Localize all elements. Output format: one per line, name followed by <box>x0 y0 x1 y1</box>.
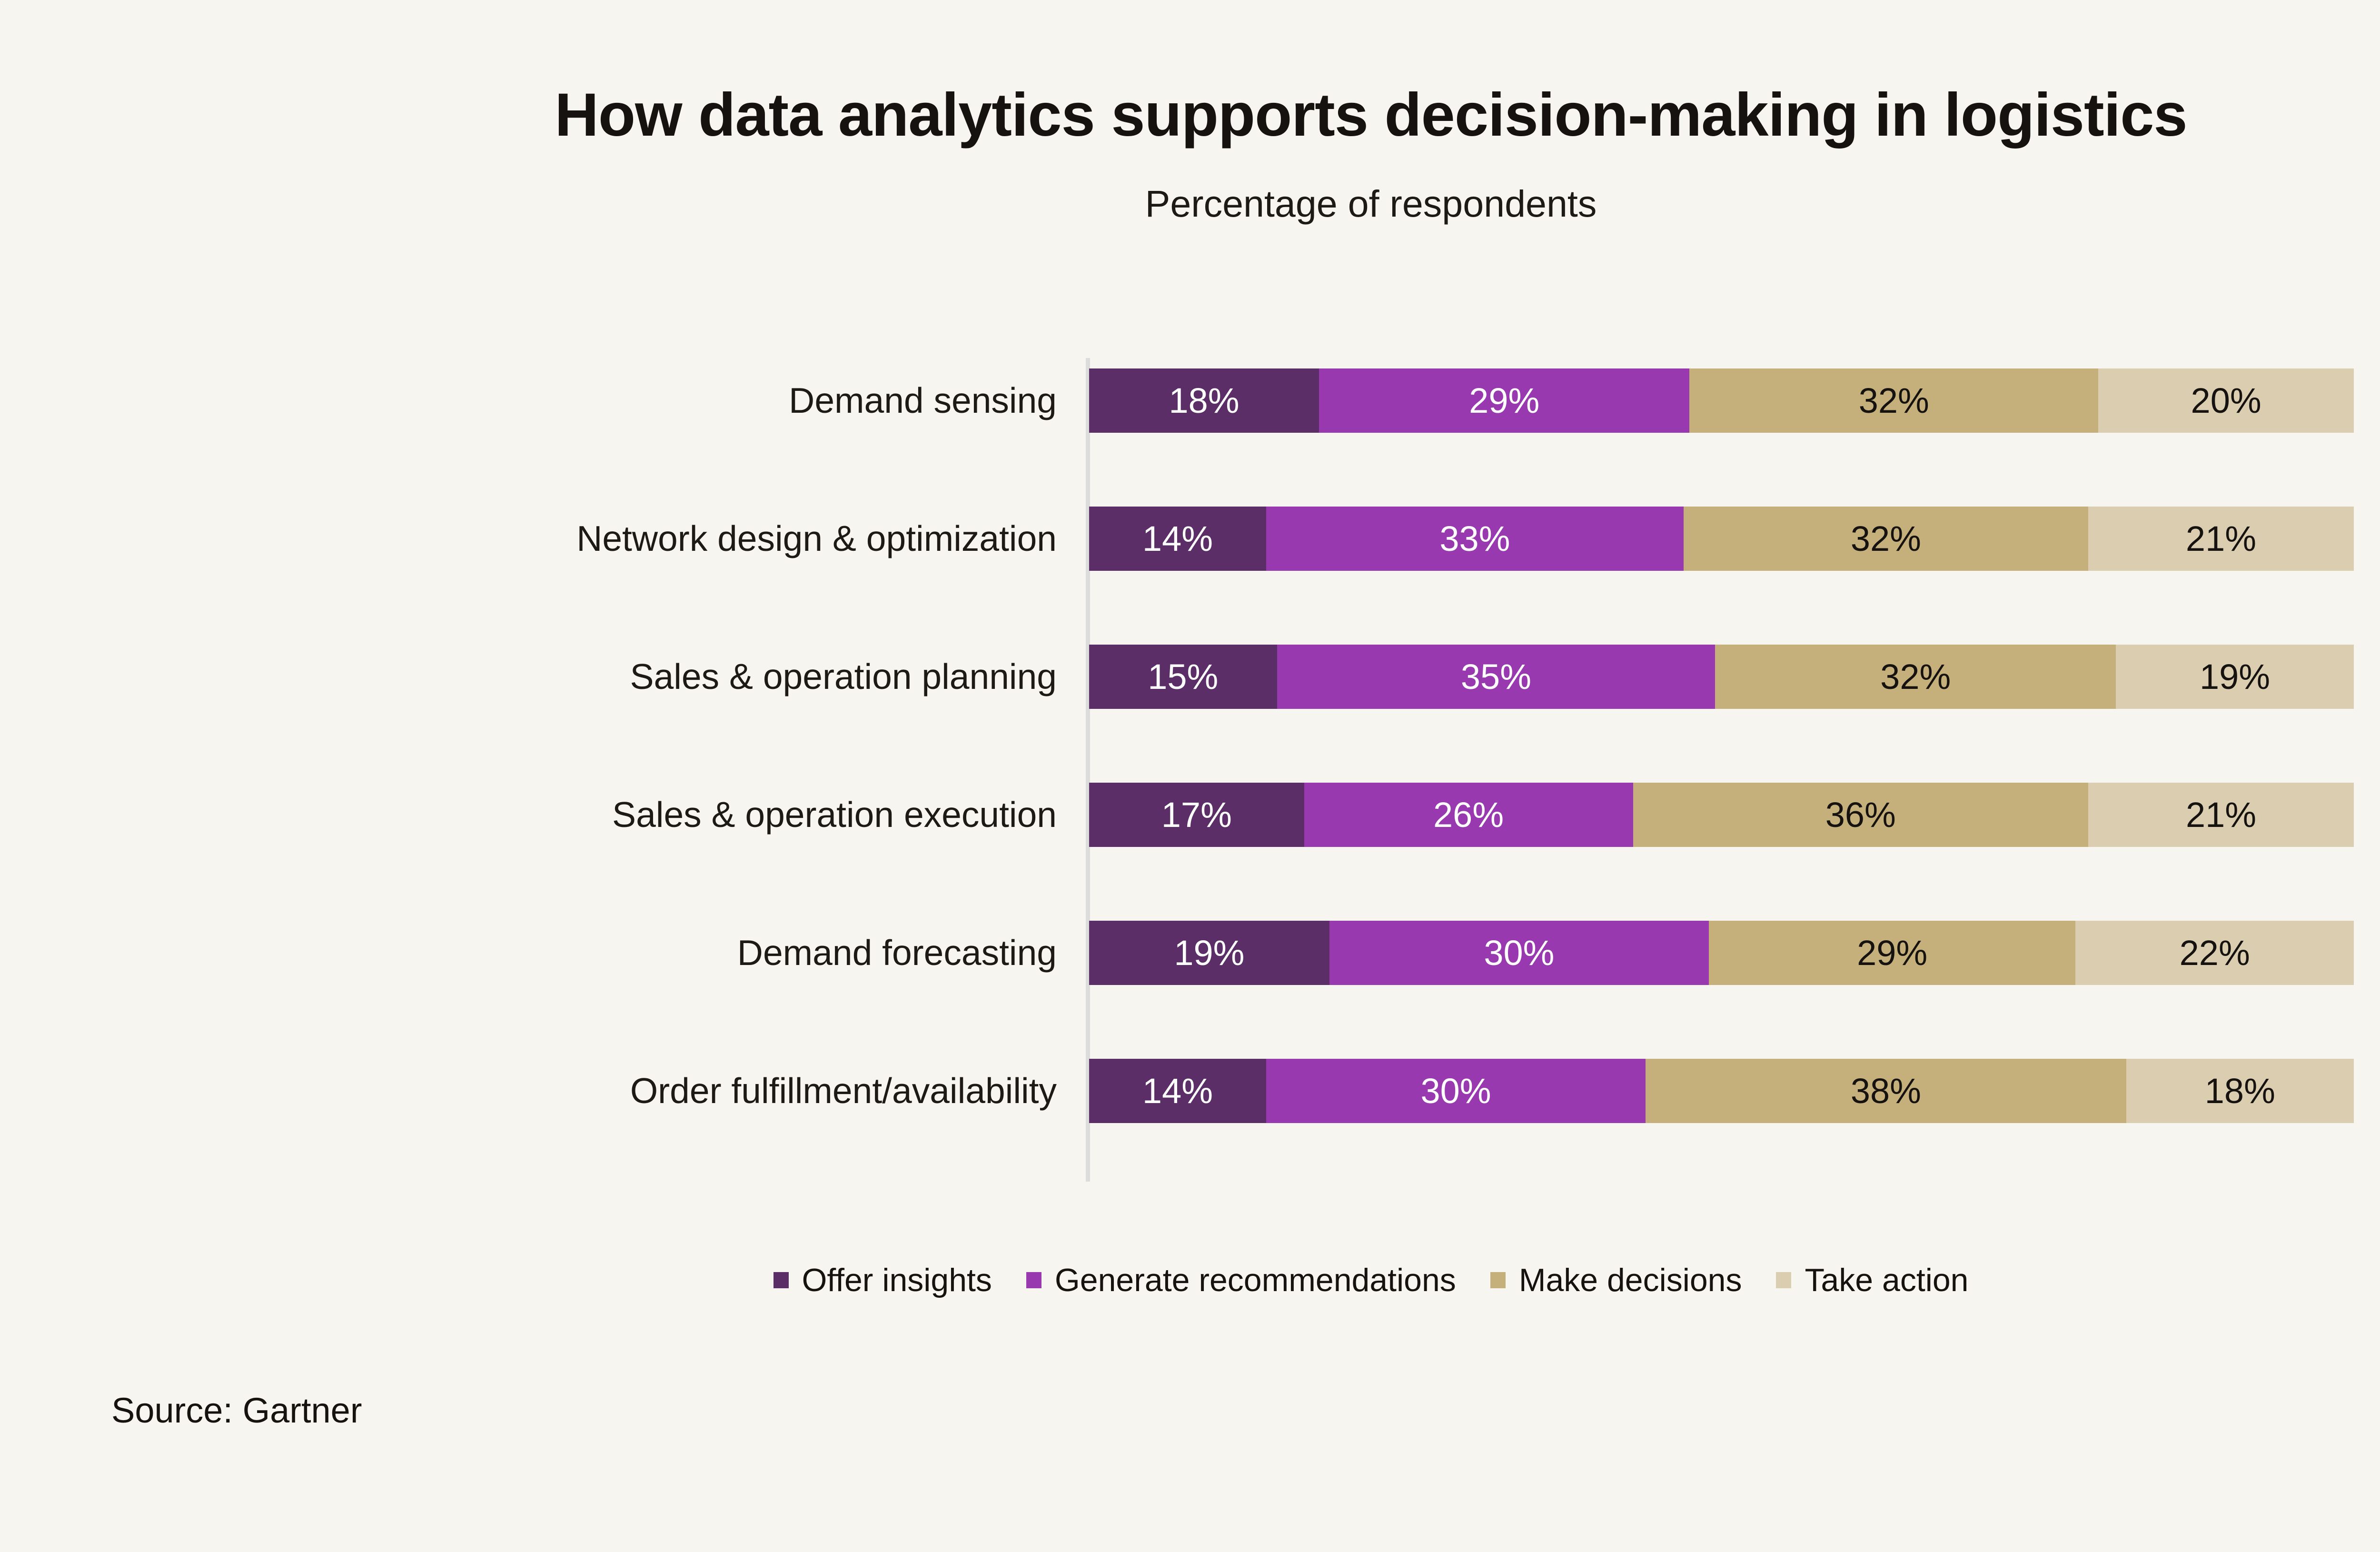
bar-segment[interactable]: 18% <box>2126 1059 2354 1123</box>
category-label: Sales & operation execution <box>612 795 1057 835</box>
bar-segment-value-label: 38% <box>1850 1071 1921 1111</box>
legend-label: Generate recommendations <box>1054 1262 1456 1298</box>
chart-subtitle: Percentage of respondents <box>1145 182 1597 225</box>
chart-title: How data analytics supports decision-mak… <box>555 81 2187 149</box>
legend-item[interactable]: Offer insights <box>773 1262 992 1298</box>
bar-segment-value-label: 32% <box>1858 380 1929 420</box>
bar-segment-value-label: 35% <box>1460 657 1532 696</box>
category-label: Order fulfillment/availability <box>630 1071 1057 1111</box>
bar-segment-value-label: 26% <box>1433 795 1504 835</box>
legend-item[interactable]: Generate recommendations <box>1026 1264 1456 1296</box>
legend-swatch-icon <box>1026 1272 1041 1288</box>
legend-label: Make decisions <box>1518 1262 1742 1298</box>
bar-segment-value-label: 30% <box>1484 933 1555 973</box>
legend-swatch-icon <box>773 1272 789 1288</box>
bar-segment[interactable]: 20% <box>2098 368 2354 433</box>
bar-segment[interactable]: 19% <box>2116 645 2354 709</box>
bar-segment[interactable]: 32% <box>1689 368 2099 433</box>
bar-row: Demand forecasting 19% 30% 29% 22% <box>0 921 2380 985</box>
bar-segment-value-label: 21% <box>2185 518 2257 558</box>
bar-segment[interactable]: 19% <box>1089 921 1329 985</box>
bar-track: 19% 30% 29% 22% <box>1089 921 2354 985</box>
bar-segment[interactable]: 21% <box>2088 507 2354 571</box>
bar-row: Network design & optimization 14% 33% 32% 21… <box>0 507 2380 571</box>
bar-segment[interactable]: 15% <box>1089 645 1277 709</box>
bar-track: 15% 35% 32% 19% <box>1089 645 2354 709</box>
bar-segment-value-label: 18% <box>1169 380 1240 420</box>
bar-segment[interactable]: 26% <box>1304 783 1633 847</box>
bar-segment[interactable]: 29% <box>1319 368 1690 433</box>
bar-segment-value-label: 29% <box>1857 933 1928 973</box>
y-axis-line <box>1086 358 1090 1182</box>
bar-segment-value-label: 14% <box>1142 1071 1213 1111</box>
bar-segment-value-label: 17% <box>1161 795 1232 835</box>
bar-segment[interactable]: 21% <box>2088 783 2354 847</box>
bar-segment[interactable]: 36% <box>1633 783 2089 847</box>
category-label: Demand sensing <box>789 380 1057 420</box>
bar-segment[interactable]: 29% <box>1708 921 2076 985</box>
bar-segment-value-label: 20% <box>2191 380 2261 420</box>
bar-segment-value-label: 33% <box>1439 518 1510 558</box>
bar-segment-value-label: 21% <box>2185 795 2257 835</box>
legend-item[interactable]: Take action <box>1776 1264 1968 1296</box>
category-label: Network design & optimization <box>576 518 1057 558</box>
bar-segment[interactable]: 18% <box>1089 368 1319 433</box>
legend-swatch-icon <box>1490 1272 1506 1288</box>
bar-segment[interactable]: 30% <box>1329 921 1709 985</box>
legend-label: Take action <box>1805 1262 1969 1298</box>
bar-track: 17% 26% 36% 21% <box>1089 783 2354 847</box>
bar-segment[interactable]: 35% <box>1277 645 1716 709</box>
bar-segment-value-label: 32% <box>1850 518 1921 558</box>
bar-segment-value-label: 36% <box>1825 795 1896 835</box>
bar-segment-value-label: 30% <box>1420 1071 1491 1111</box>
bar-segment-value-label: 15% <box>1148 657 1219 696</box>
bar-segment-value-label: 14% <box>1142 518 1213 558</box>
bar-row: Order fulfillment/availability 14% 30% 38% 1… <box>0 1059 2380 1123</box>
legend-item[interactable]: Make decisions <box>1490 1264 1742 1296</box>
bar-row: Demand sensing 18% 29% 32% 20% <box>0 368 2380 433</box>
bar-segment[interactable]: 14% <box>1089 507 1266 571</box>
bar-segment-value-label: 32% <box>1880 657 1951 696</box>
bar-segment[interactable]: 22% <box>2075 921 2354 985</box>
legend-label: Offer insights <box>802 1262 992 1298</box>
bar-segment-value-label: 19% <box>2200 657 2271 696</box>
bar-segment[interactable]: 14% <box>1089 1059 1266 1123</box>
chart-header: How data analytics supports decision-mak… <box>0 0 2380 225</box>
bar-segment-value-label: 29% <box>1469 380 1540 420</box>
category-label: Sales & operation planning <box>630 657 1057 696</box>
bar-track: 14% 30% 38% 18% <box>1089 1059 2354 1123</box>
legend-swatch-icon <box>1776 1272 1792 1288</box>
bar-segment[interactable]: 17% <box>1089 783 1304 847</box>
bar-track: 18% 29% 32% 20% <box>1089 368 2354 433</box>
bar-segment[interactable]: 30% <box>1266 1059 1646 1123</box>
bar-segment[interactable]: 32% <box>1715 645 2116 709</box>
bar-row: Sales & operation planning 15% 35% 32% 19% <box>0 645 2380 709</box>
bar-segment[interactable]: 38% <box>1646 1059 2126 1123</box>
category-label: Demand forecasting <box>737 933 1057 973</box>
bar-segment[interactable]: 33% <box>1266 507 1684 571</box>
bar-row: Sales & operation execution 17% 26% 36% 21% <box>0 783 2380 847</box>
bar-segment-value-label: 22% <box>2179 933 2250 973</box>
bar-segment-value-label: 19% <box>1174 933 1245 973</box>
bar-segment-value-label: 18% <box>2204 1071 2275 1111</box>
source-note: Source: Gartner <box>111 1391 362 1430</box>
bar-segment[interactable]: 32% <box>1683 507 2088 571</box>
bar-track: 14% 33% 32% 21% <box>1089 507 2354 571</box>
chart-legend: Offer insights Generate recommendations Ma… <box>0 1264 2380 1296</box>
